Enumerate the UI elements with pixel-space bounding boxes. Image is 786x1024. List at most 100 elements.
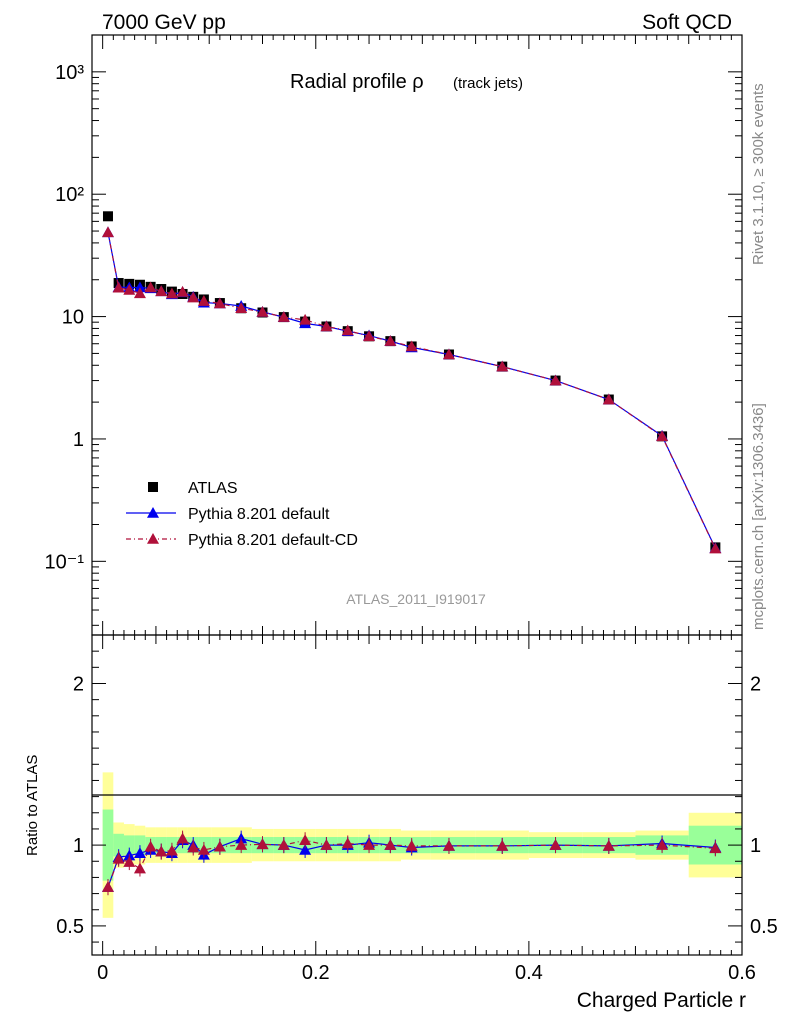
ratio-band-inner <box>430 837 476 854</box>
ratio-tick-label: 0.5 <box>56 916 84 938</box>
legend: ATLAS Pythia 8.201 default Pythia 8.201 de… <box>126 480 358 549</box>
chart-title: Radial profile ρ <box>290 71 424 93</box>
ratio-point <box>235 839 248 850</box>
x-tick-label: 0 <box>97 962 108 984</box>
ratio-point <box>123 856 136 867</box>
data-point <box>442 348 455 360</box>
y-tick-label: 1 <box>73 429 84 451</box>
y-tick-label: 10³ <box>55 62 84 84</box>
x-tick-label: 0.6 <box>728 962 756 984</box>
ratio-tick-label: 2 <box>73 673 84 695</box>
ratio-band-inner <box>113 833 124 857</box>
data-point <box>363 330 376 342</box>
data-point <box>133 287 146 299</box>
data-point <box>133 281 146 293</box>
ratio-band-inner <box>134 835 146 855</box>
data-point <box>656 430 669 442</box>
ratio-point <box>133 862 146 874</box>
data-point <box>320 320 333 332</box>
x-axis-label: Charged Particle r <box>577 989 746 1012</box>
data-point <box>102 211 113 222</box>
ratio-band-inner <box>102 809 114 881</box>
ratio-point <box>299 834 312 846</box>
ratio-band-inner <box>123 835 135 855</box>
ratio-point <box>101 881 114 892</box>
legend-label: Pythia 8.201 default <box>188 506 330 523</box>
legend-label: ATLAS <box>188 480 238 497</box>
rivet-label: Rivet 3.1.10, ≥ 300k events <box>750 83 767 265</box>
data-point <box>112 281 125 293</box>
chart-subtitle: (track jets) <box>453 75 523 92</box>
ratio-point <box>197 843 210 855</box>
ratio-point <box>155 845 168 857</box>
data-point <box>602 393 615 405</box>
ratio-point <box>144 840 157 852</box>
ratio-tick-label: 1 <box>73 835 84 857</box>
ratio-point <box>299 843 312 855</box>
legend-marker <box>147 533 159 544</box>
ratio-tick-label-right: 0.5 <box>750 916 778 938</box>
data-point <box>549 374 562 386</box>
data-point <box>256 306 269 317</box>
ratio-plot-frame <box>91 634 743 956</box>
header-left: 7000 GeV pp <box>102 11 226 34</box>
data-point <box>405 340 418 352</box>
ratio-series-2 <box>101 830 722 896</box>
data-point <box>299 313 312 325</box>
y-tick-label: 10⁻¹ <box>45 551 85 573</box>
ratio-point <box>165 844 178 856</box>
ratio-point <box>187 841 200 853</box>
ratio-point <box>213 840 226 852</box>
ratio-point <box>176 832 189 844</box>
ratio-point <box>656 839 669 850</box>
ratio-point <box>320 839 333 850</box>
ratio-tick-label-right: 1 <box>750 835 761 857</box>
main-plot: 10⁻¹ 1 10 10² 10³ Radial profile ρ (track je… <box>45 34 743 636</box>
analysis-id: ATLAS_2011_I919017 <box>346 591 486 607</box>
ratio-point <box>384 839 397 850</box>
data-point <box>144 281 157 293</box>
data-point <box>277 311 290 322</box>
series-line <box>107 232 716 549</box>
series-1 <box>101 226 722 554</box>
ratio-point <box>112 852 125 864</box>
data-point <box>496 360 509 372</box>
ratio-point <box>256 838 269 850</box>
data-point <box>709 542 722 554</box>
legend-marker <box>147 507 159 518</box>
ratio-point <box>496 839 509 851</box>
mcplots-label: mcplots.cern.ch [arXiv:1306.3436] <box>750 403 767 630</box>
ratio-point <box>341 837 354 849</box>
ratio-point <box>549 839 562 850</box>
data-point <box>384 335 397 346</box>
data-point <box>155 285 168 297</box>
legend-marker <box>148 482 158 492</box>
data-point <box>197 295 210 306</box>
header-right: Soft QCD <box>642 11 732 34</box>
ratio-point <box>709 842 722 854</box>
ratio-point <box>442 839 455 851</box>
ratio-plot: 0.5 0.5 1 1 2 2 0 0.2 0.4 0.6 Ratio to ATLAS <box>24 634 778 984</box>
data-point <box>123 283 136 295</box>
ratio-point <box>277 839 290 850</box>
ratio-point <box>133 847 146 858</box>
y-tick-label: 10² <box>55 184 84 206</box>
data-point <box>187 291 200 303</box>
data-point <box>101 226 114 238</box>
data-point <box>235 302 248 314</box>
data-point <box>165 287 178 299</box>
series-0 <box>102 211 721 553</box>
x-tick-label: 0.2 <box>302 962 330 984</box>
legend-label: Pythia 8.201 default-CD <box>188 532 358 549</box>
ratio-ylabel: Ratio to ATLAS <box>24 755 41 856</box>
series-line <box>107 232 716 549</box>
ratio-point <box>405 839 418 851</box>
ratio-point <box>602 839 615 851</box>
ratio-point <box>363 839 376 850</box>
data-point <box>176 285 189 297</box>
data-point <box>341 324 354 336</box>
series-2 <box>101 226 722 554</box>
x-tick-label: 0.4 <box>515 962 543 984</box>
ratio-tick-label-right: 2 <box>750 673 761 695</box>
